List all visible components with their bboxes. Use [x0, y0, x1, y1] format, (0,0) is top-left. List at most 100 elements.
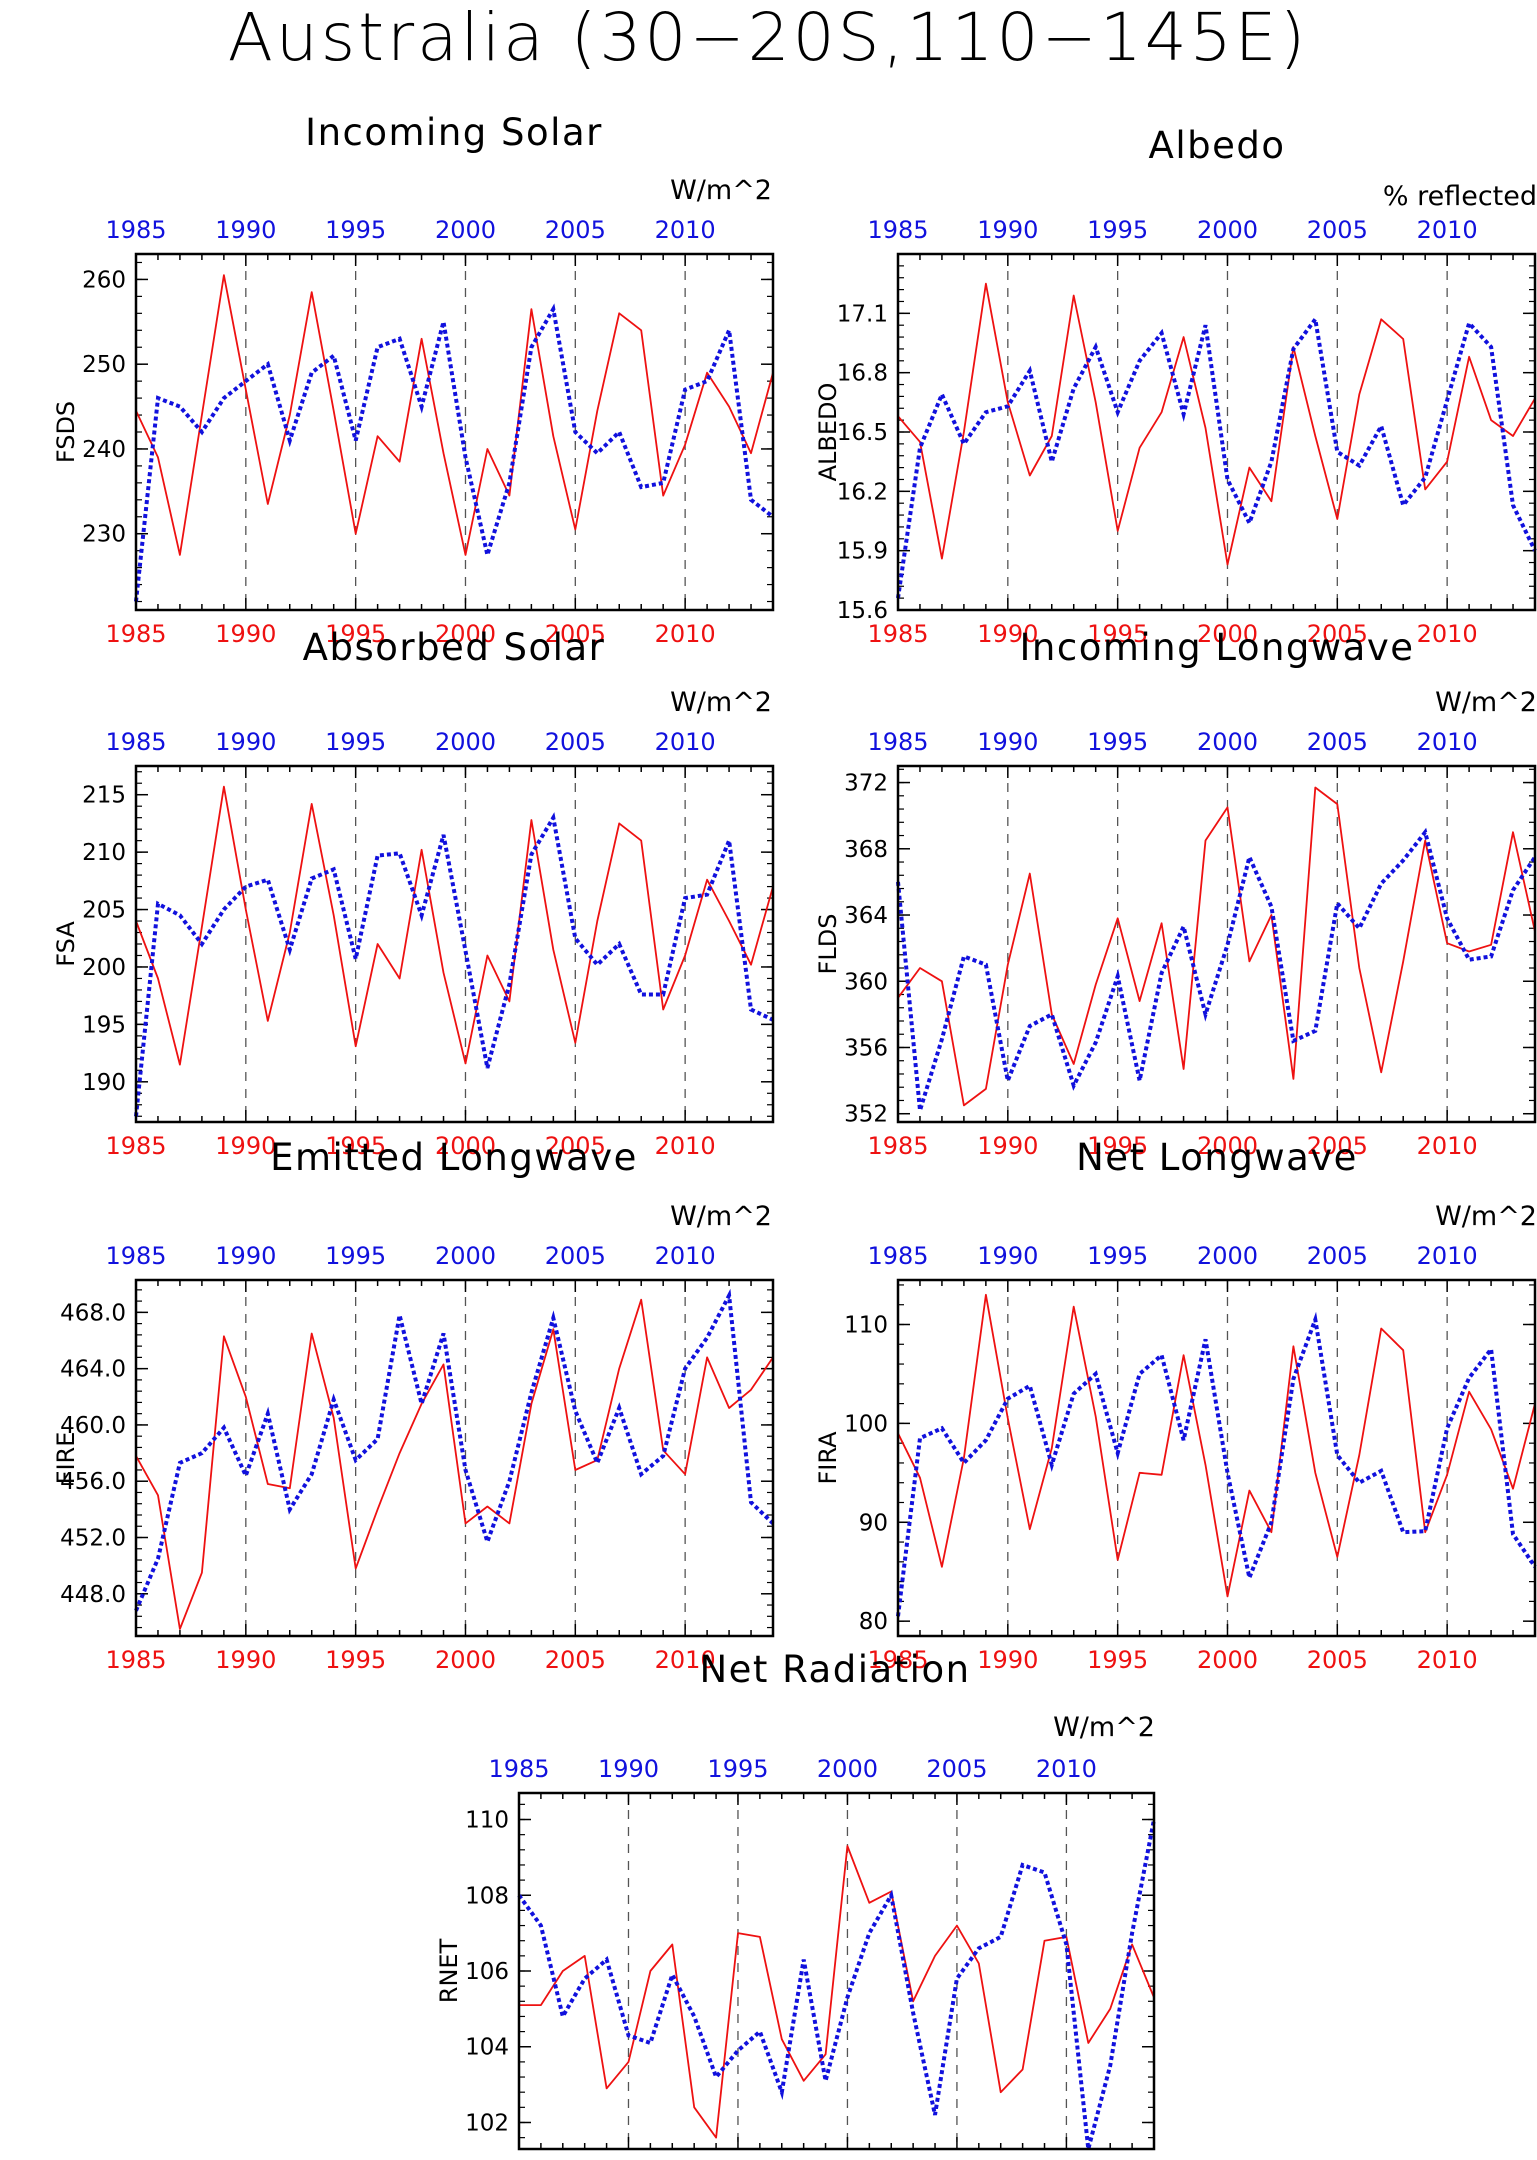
panel-1-ytick-label: 250 — [82, 352, 126, 378]
panel-4-xtick-label-top: 2000 — [1197, 728, 1258, 756]
panel-5-series-red — [135, 1298, 774, 1630]
panel-4-ytick-label: 352 — [844, 1102, 888, 1128]
panel-2-ytick-label: 16.5 — [837, 420, 888, 446]
panel-4-xtick-label-bottom: 2010 — [1417, 1132, 1478, 1160]
panel-2-xtick-label-top: 1985 — [867, 216, 928, 244]
panel-6-xtick-label-top: 1990 — [977, 1242, 1038, 1270]
panel-6-xtick-label-top: 2000 — [1197, 1242, 1258, 1270]
panel-7-xtick-label-top: 2000 — [817, 1755, 878, 1783]
panel-7-units-label: W/m^2 — [1053, 1712, 1155, 1743]
panel-6-ytick-label: 80 — [859, 1609, 888, 1635]
panel-6-xtick-label-top: 1985 — [867, 1242, 928, 1270]
panel-2-xtick-label-bottom: 2005 — [1307, 620, 1368, 648]
panel-5: Emitted Longwave W/m^2 1985 1990 1995 2000 200… — [52, 1136, 775, 1674]
panel-3-xtick-label-bottom: 1995 — [325, 1132, 386, 1160]
panel-1-xtick-label-bottom: 1995 — [325, 620, 386, 648]
panel-4: Incoming Longwave W/m^2 1985 1990 1995 2000 20… — [814, 626, 1537, 1160]
panel-5-xtick-label-bottom: 2000 — [435, 1646, 496, 1674]
panel-6-ylabel: FIRA — [814, 1431, 842, 1485]
panel-4-series-red — [897, 786, 1536, 1107]
panel-1-ytick-label: 240 — [82, 437, 126, 463]
panel-4-xtick-label-top: 2005 — [1307, 728, 1368, 756]
panel-3-xtick-label-bottom: 2005 — [545, 1132, 606, 1160]
panel-7-series-blue — [517, 1819, 1156, 2150]
panel-3-ytick-label: 200 — [82, 955, 126, 981]
panel-1-series-red — [135, 274, 774, 556]
panel-1-xtick-label-bottom: 2000 — [435, 620, 496, 648]
panel-1-xtick-label-top: 2000 — [435, 216, 496, 244]
panel-1-ytick-label: 230 — [82, 522, 126, 548]
panel-4-xtick-label-bottom: 1995 — [1087, 1132, 1148, 1160]
panel-4-ytick-label: 368 — [844, 837, 888, 863]
panel-2-ylabel: ALBEDO — [814, 383, 842, 482]
panel-3-series-red — [135, 785, 774, 1066]
panel-1-xtick-label-top: 2005 — [545, 216, 606, 244]
panel-3-title: Absorbed Solar — [303, 626, 606, 669]
panels: Incoming Solar W/m^2 1985 1990 1995 2000 2005 2… — [52, 111, 1537, 2160]
panel-3-ytick-label: 205 — [82, 898, 126, 924]
panel-5-ytick-label: 452.0 — [60, 1526, 126, 1552]
panel-1-xtick-label-top: 1985 — [105, 216, 166, 244]
panel-3-ytick-label: 195 — [82, 1012, 126, 1038]
panel-4-xtick-label-bottom: 1985 — [867, 1132, 928, 1160]
panel-5-ytick-label: 460.0 — [60, 1413, 126, 1439]
panel-3-xtick-label-bottom: 2000 — [435, 1132, 496, 1160]
panel-2-title: Albedo — [1149, 124, 1286, 167]
panel-1-xtick-label-top: 1990 — [215, 216, 276, 244]
panel-5-ylabel: FIRE — [52, 1432, 80, 1485]
panel-1-ytick-label: 260 — [82, 267, 126, 293]
panel-5-xtick-label-top: 2000 — [435, 1242, 496, 1270]
panel-6: Net Longwave W/m^2 1985 1990 1995 2000 2005 201… — [814, 1136, 1537, 1674]
panel-3-xtick-label-top: 2010 — [655, 728, 716, 756]
panel-1-xtick-label-bottom: 2005 — [545, 620, 606, 648]
panel-6-ytick-label: 90 — [859, 1510, 888, 1536]
panel-3-xtick-label-top: 1995 — [325, 728, 386, 756]
panel-4-series-blue — [896, 827, 1537, 1111]
panel-1-xtick-label-top: 2010 — [655, 216, 716, 244]
panel-2-xtick-label-bottom: 1995 — [1087, 620, 1148, 648]
panel-1-frame — [134, 252, 775, 612]
panel-7-series-red — [519, 1845, 1155, 2139]
panel-3-frame — [134, 764, 775, 1124]
panel-5-xtick-label-bottom: 1990 — [215, 1646, 276, 1674]
panel-6-xtick-label-bottom: 2000 — [1197, 1646, 1258, 1674]
panel-7-xtick-label-top: 1990 — [598, 1755, 659, 1783]
panel-1-title: Incoming Solar — [305, 111, 603, 154]
panel-1-units-label: W/m^2 — [670, 175, 772, 206]
panel-4-title: Incoming Longwave — [1020, 626, 1415, 669]
panel-5-ytick-label: 448.0 — [60, 1582, 126, 1608]
panel-1-xtick-label-bottom: 1990 — [215, 620, 276, 648]
panel-7: Net Radiation W/m^2 1985 1990 1995 2000 2005 20… — [435, 1648, 1156, 2160]
panel-5-xtick-label-bottom: 1985 — [105, 1646, 166, 1674]
panel-2-ytick-label: 16.8 — [837, 361, 888, 387]
panel-3-xtick-label-top: 2000 — [435, 728, 496, 756]
panel-7-ytick-label: 108 — [465, 1883, 509, 1909]
panel-6-xtick-label-top: 1995 — [1087, 1242, 1148, 1270]
panel-7-ylabel: RNET — [435, 1938, 463, 2003]
panel-6-series-red — [897, 1293, 1536, 1598]
panel-2-xtick-label-bottom: 2010 — [1417, 620, 1478, 648]
panel-4-units-label: W/m^2 — [1435, 687, 1537, 718]
panel-6-xtick-label-bottom: 1990 — [977, 1646, 1038, 1674]
panel-2-frame — [896, 252, 1537, 612]
panel-7-ytick-label: 110 — [465, 1808, 509, 1834]
panel-1-xtick-label-top: 1995 — [325, 216, 386, 244]
panel-3-xtick-label-bottom: 1990 — [215, 1132, 276, 1160]
panel-5-xtick-label-bottom: 2005 — [545, 1646, 606, 1674]
panel-4-xtick-label-bottom: 2000 — [1197, 1132, 1258, 1160]
panel-4-ytick-label: 360 — [844, 969, 888, 995]
panel-3-xtick-label-top: 1990 — [215, 728, 276, 756]
panel-7-xtick-label-top: 2010 — [1036, 1755, 1097, 1783]
panel-5-xtick-label-top: 2005 — [545, 1242, 606, 1270]
panel-2-ytick-label: 15.9 — [837, 539, 888, 565]
panel-4-xtick-label-top: 1985 — [867, 728, 928, 756]
panel-7-xtick-label-top: 1995 — [707, 1755, 768, 1783]
panel-6-title: Net Longwave — [1076, 1136, 1358, 1179]
panel-2-xtick-label-top: 2000 — [1197, 216, 1258, 244]
panel-2-series-blue — [896, 314, 1537, 599]
panel-4-xtick-label-top: 1995 — [1087, 728, 1148, 756]
panel-6-xtick-label-bottom: 1995 — [1087, 1646, 1148, 1674]
panel-5-xtick-label-top: 1990 — [215, 1242, 276, 1270]
panel-6-xtick-label-top: 2010 — [1417, 1242, 1478, 1270]
panel-2: Albedo % reflected 1985 1990 1995 2000 2005 201… — [814, 124, 1537, 648]
